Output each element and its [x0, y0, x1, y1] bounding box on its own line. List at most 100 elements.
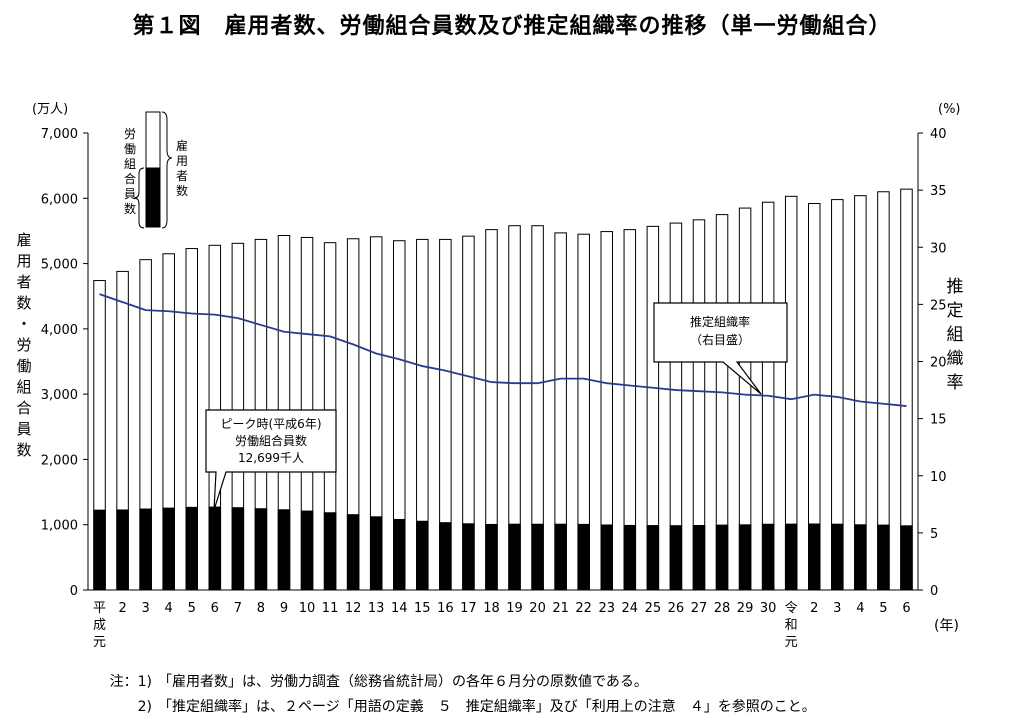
left-axis-label-char: 労 [16, 336, 32, 354]
x-tick-label: 2 [810, 601, 818, 616]
union-member-bar [300, 510, 314, 591]
right-tick-label: 20 [930, 356, 947, 371]
union-member-bar [738, 524, 752, 591]
union-member-bar [208, 506, 222, 591]
x-tick-label: 5 [879, 601, 887, 616]
union-member-bar [116, 509, 129, 591]
x-tick-label-char: 元 [93, 635, 106, 650]
left-tick-label: 7,000 [41, 127, 78, 142]
union-member-bar [323, 512, 337, 591]
x-tick-label: 20 [529, 601, 546, 616]
right-axis-label-char: 率 [946, 373, 964, 393]
left-axis-label-char: 者 [16, 273, 32, 291]
x-tick-label: 24 [622, 601, 639, 616]
union-member-bar [254, 508, 268, 591]
legend-employee-label-char: 数 [176, 183, 188, 198]
x-tick-label: 29 [737, 601, 754, 616]
right-tick-label: 25 [930, 298, 947, 313]
union-member-bar [877, 524, 890, 591]
note-2-text: 「推定組織率」は、２ページ「用語の定義 ５ 推定組織率」及び「利用上の注意 ４」… [158, 699, 816, 715]
union-member-bar [162, 507, 175, 591]
legend-employee-label-char: 用 [176, 154, 188, 168]
x-tick-label: 17 [460, 601, 477, 616]
right-tick-label: 30 [930, 241, 947, 256]
right-tick-label: 10 [930, 470, 947, 485]
right-tick-label: 40 [930, 127, 947, 142]
x-tick-label: 13 [368, 601, 385, 616]
union-member-bar [669, 525, 683, 591]
x-tick-label: 5 [188, 601, 196, 616]
rate-callout-line: （右目盛） [690, 332, 750, 347]
union-member-bar [623, 524, 637, 591]
x-tick-label: 15 [414, 601, 431, 616]
x-tick-label: 7 [234, 601, 242, 616]
rate-callout-line: 推定組織率 [690, 314, 750, 329]
right-unit-label: (%) [938, 102, 961, 117]
x-tick-label: 23 [598, 601, 615, 616]
x-tick-label: 10 [299, 601, 316, 616]
rate-callout-box [653, 302, 788, 395]
x-tick-label: 9 [280, 601, 288, 616]
left-tick-label: 2,000 [41, 453, 78, 468]
union-member-bar [231, 507, 245, 591]
peak-callout-box [205, 409, 337, 511]
x-tick-label-char: 平 [93, 601, 106, 616]
union-member-bar [346, 514, 360, 591]
page-title: 第１図 雇用者数、労働組合員数及び推定組織率の推移（単一労働組合） [132, 14, 892, 39]
year-unit-label: (年) [934, 618, 959, 634]
x-tick-label: 21 [552, 601, 569, 616]
legend-employee-label-char: 者 [176, 169, 188, 183]
legend-union-label-char: 労 [124, 127, 136, 141]
x-tick-label: 6 [211, 601, 219, 616]
x-tick-label: 22 [575, 601, 592, 616]
union-member-bar [646, 525, 660, 591]
right-tick-label: 0 [930, 584, 938, 599]
peak-callout-line: 労働組合員数 [235, 433, 307, 448]
chart: 0 1,000 2,000 3,000 4,000 5,000 6,000 7,000 0 5 10… [32, 102, 961, 650]
x-tick-label: 16 [437, 601, 454, 616]
right-tick-label: 15 [930, 413, 947, 428]
note-2-number: 2) [137, 699, 152, 715]
x-tick-label-char: 令 [785, 601, 798, 616]
union-member-bar [600, 524, 613, 591]
left-axis-label-char: 用 [16, 252, 32, 270]
left-tick-label: 6,000 [41, 192, 78, 207]
left-axis-label-char: 員 [16, 420, 32, 438]
left-tick-label: 0 [70, 584, 78, 599]
union-member-bar [784, 523, 798, 591]
right-tick-label: 5 [930, 527, 938, 542]
union-member-bar [761, 523, 775, 591]
legend-union-label-char: 数 [124, 201, 136, 216]
organization-rate-line [99, 293, 907, 407]
notes: 注：1) 「雇用者数」は、労働力調査（総務省統計局）の各年６月分の原数値である。… [96, 670, 816, 720]
union-member-bar [185, 506, 198, 591]
note-1-number: 注：1) [109, 674, 152, 690]
left-tick-label: 4,000 [41, 323, 78, 338]
left-axis-label-char: 働 [16, 357, 32, 375]
union-member-bar [462, 523, 475, 591]
left-axis-label-char: 数 [16, 441, 32, 459]
union-member-bar [277, 509, 291, 591]
union-member-bar [93, 509, 106, 591]
x-tick-label: 3 [141, 601, 149, 616]
union-member-bar [139, 508, 152, 591]
left-tick-label: 3,000 [41, 388, 78, 403]
x-tick-label: 4 [165, 601, 173, 616]
x-tick-label: 3 [833, 601, 841, 616]
union-member-bar [416, 520, 429, 591]
left-tick-label: 1,000 [41, 519, 78, 534]
left-tick-label: 5,000 [41, 258, 78, 273]
legend-union-label-char: 組 [124, 157, 136, 171]
union-member-bar [854, 524, 867, 591]
left-axis-label: 雇用者数・労働組合員数 [14, 230, 34, 461]
union-member-bar [577, 523, 590, 591]
x-tick-label: 11 [322, 601, 339, 616]
peak-callout-line: 12,699千人 [238, 451, 304, 465]
x-tick-label: 14 [391, 601, 408, 616]
note-1-text: 「雇用者数」は、労働力調査（総務省統計局）の各年６月分の原数値である。 [158, 674, 648, 690]
x-tick-label: 19 [506, 601, 523, 616]
union-member-bar [508, 523, 521, 591]
right-tick-label: 35 [930, 184, 947, 199]
x-tick-label-char: 元 [785, 635, 798, 650]
legend-union-label-char: 働 [124, 142, 136, 156]
